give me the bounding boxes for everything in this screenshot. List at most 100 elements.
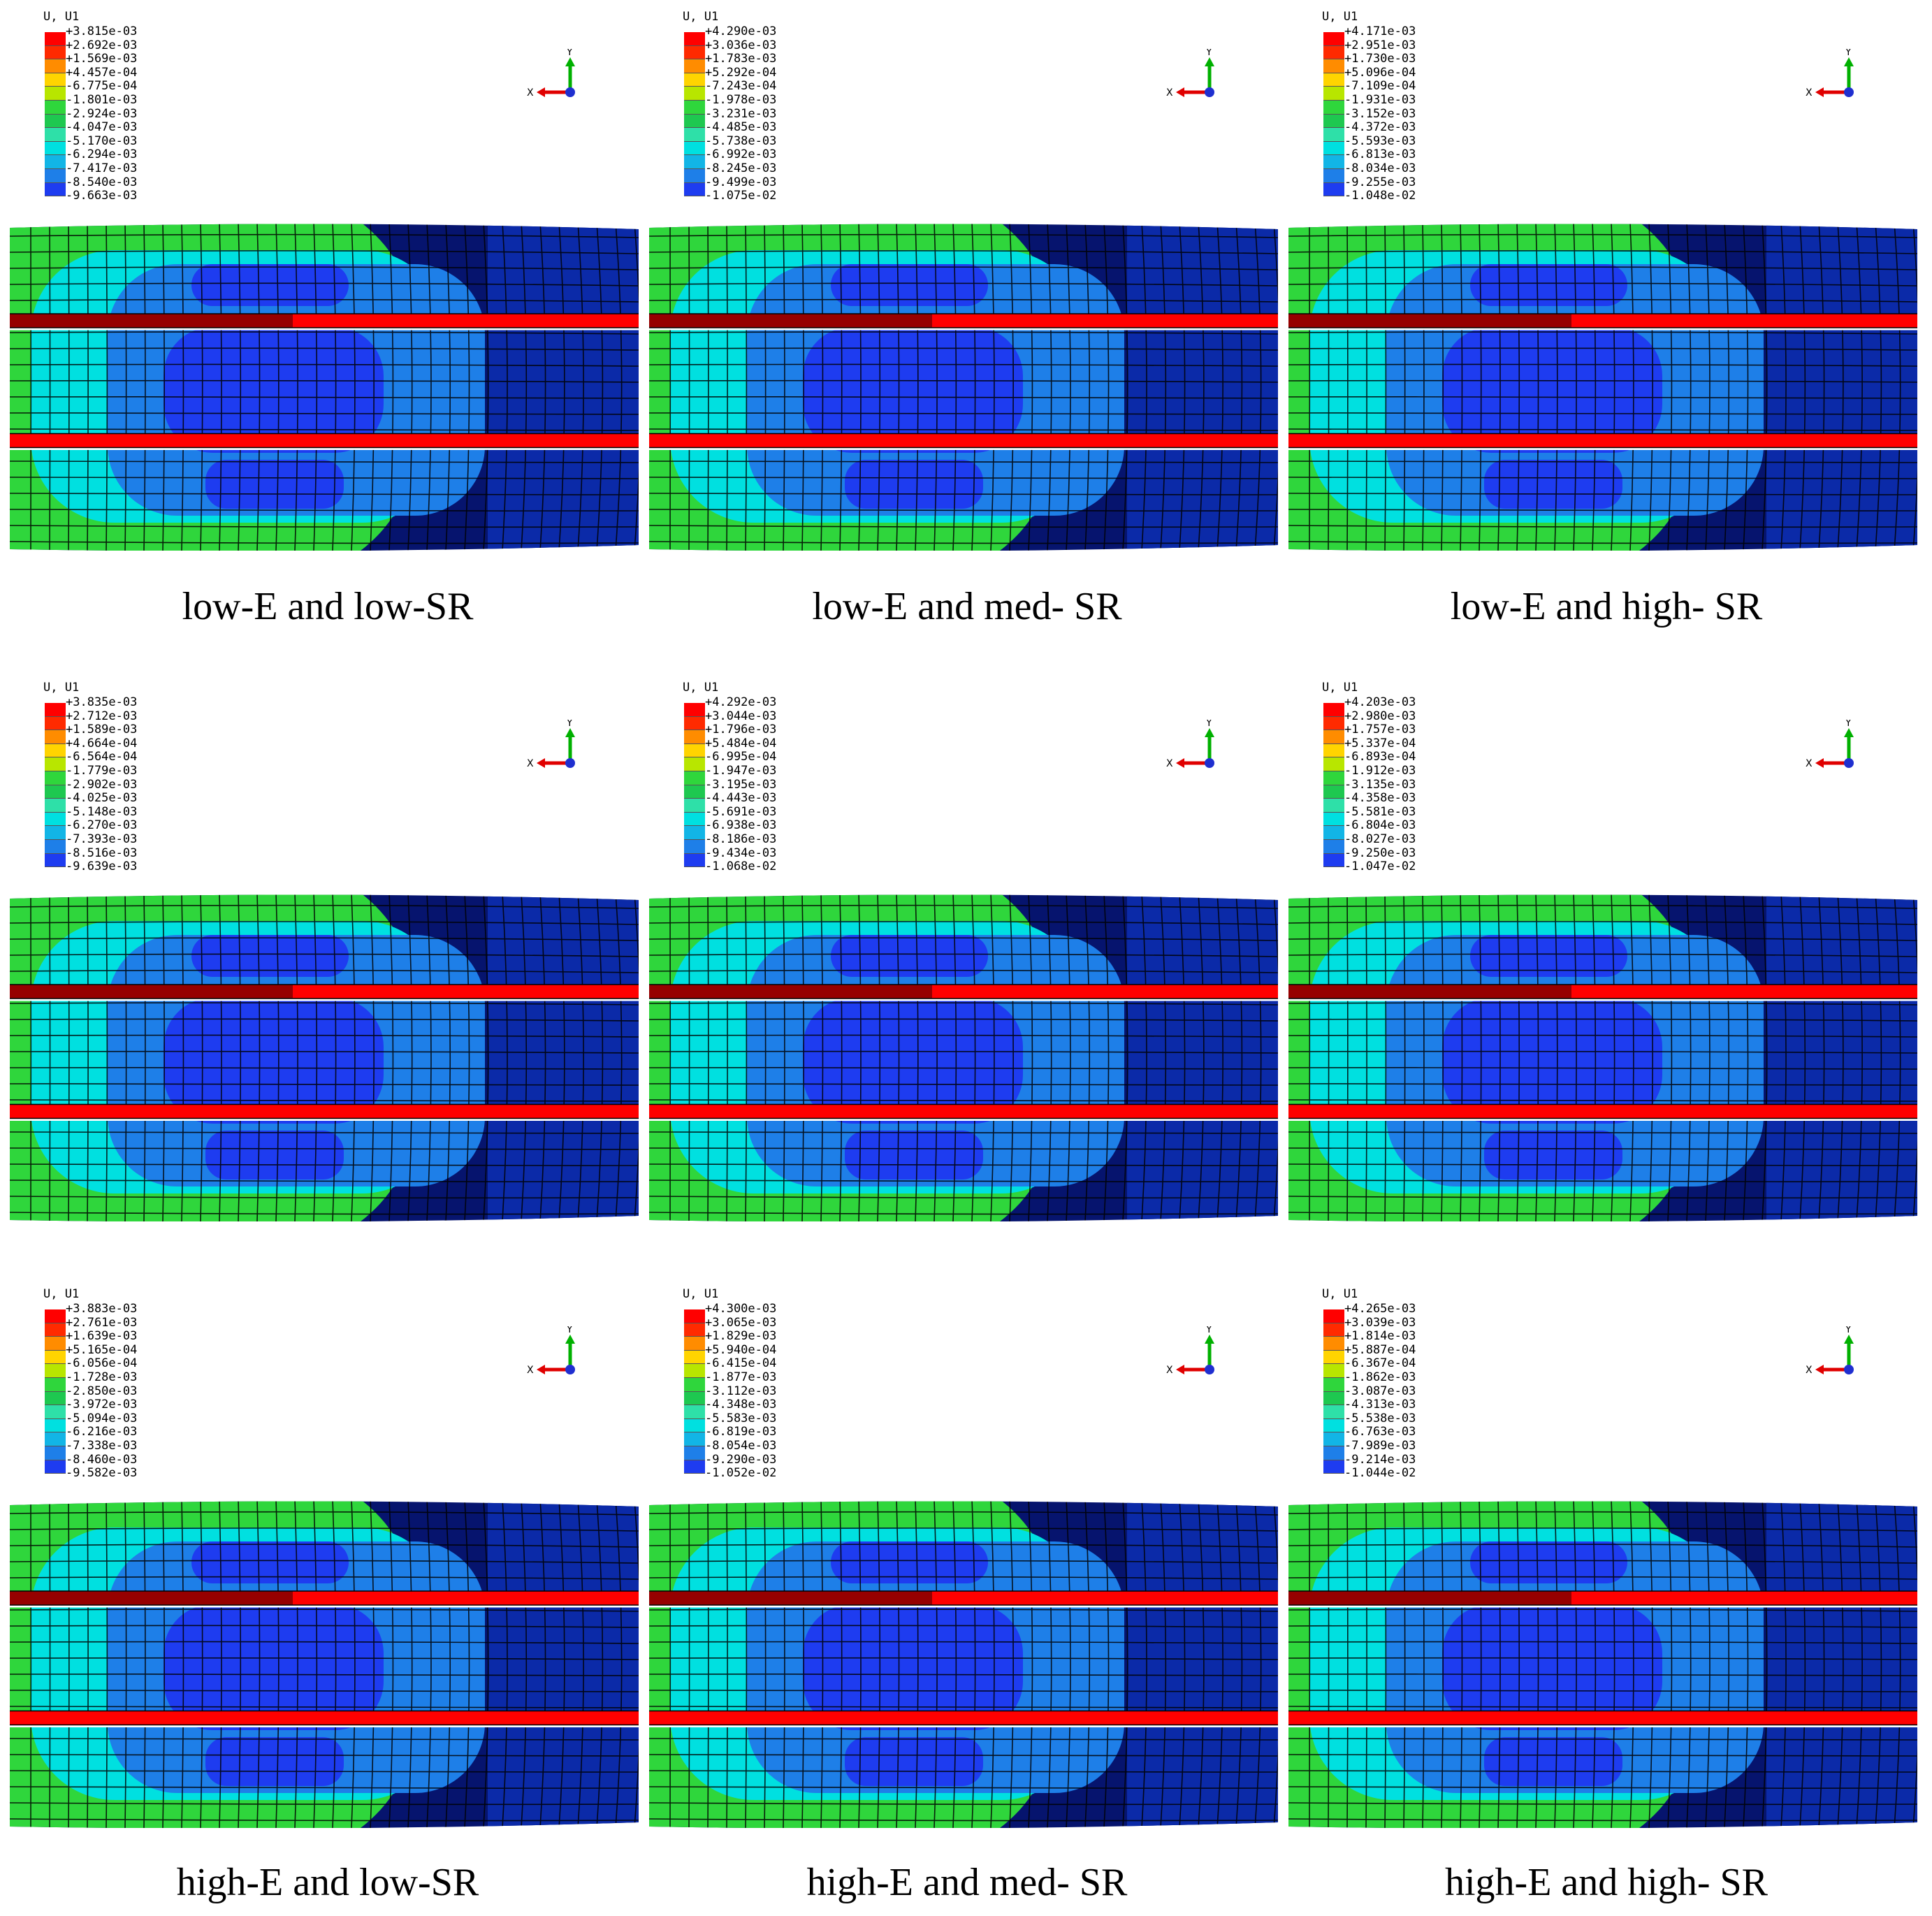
legend-swatch [684,1309,705,1323]
blue-core-upper [831,935,988,977]
right-navy-band [1127,224,1278,551]
legend-swatch [684,730,705,744]
legend-swatch [45,716,66,731]
x-axis-label: X [1806,758,1813,769]
legend-swatch [684,757,705,771]
legend-swatch [1323,1405,1344,1419]
mesh-grid [649,224,1278,551]
rebar-bottom [649,1710,1278,1728]
legend-value: -9.639e-03 [66,859,138,874]
legend-swatch [45,59,66,73]
legend-swatch [1323,32,1344,46]
deep-blue-zone [803,327,1023,453]
origin-dot [565,1365,575,1374]
legend-swatch [1323,853,1344,868]
blue-core-lower [1484,1737,1622,1786]
blue-core-lower [205,1737,344,1786]
legend-title: U, U1 [1322,681,1358,695]
legend-swatch [45,799,66,813]
legend-value: -3.087e-03 [1344,1384,1416,1398]
contour-plot [1288,224,1917,551]
axis-triad: XY [1166,720,1214,769]
legend-swatch [684,799,705,813]
legend-value: -5.094e-03 [66,1411,138,1425]
x-axis-label: X [1166,1365,1173,1376]
legend-value: -2.924e-03 [66,106,138,121]
legend-value: -8.054e-03 [705,1439,777,1453]
deep-blue-zone [803,1604,1023,1730]
legend-value: -6.763e-03 [1344,1425,1416,1439]
legend-value: +1.757e-03 [1344,723,1416,737]
legend-swatch [1323,1391,1344,1406]
legend-value: +1.783e-03 [705,52,777,66]
legend-swatch [684,1391,705,1406]
legend-value: -8.516e-03 [66,845,138,860]
origin-dot [565,758,575,768]
legend-swatch [45,840,66,854]
legend-value: +5.940e-04 [705,1342,777,1357]
legend-value: -2.902e-03 [66,777,138,792]
legend-value: -9.582e-03 [66,1466,138,1481]
legend-swatch [684,1405,705,1419]
legend-value: -6.804e-03 [1344,818,1416,833]
legend-swatch [684,716,705,731]
legend-value: -4.025e-03 [66,791,138,806]
legend-swatch [1323,1378,1344,1392]
rebar-bottom [10,1710,639,1728]
contour-plot [649,894,1278,1221]
legend-value: -4.443e-03 [705,791,777,806]
legend-value: -7.393e-03 [66,832,138,846]
legend-swatch [45,87,66,101]
legend-swatch [684,114,705,129]
legend-swatch [1323,1309,1344,1323]
legend-value: -6.819e-03 [705,1425,777,1439]
blue-core-upper [1470,935,1627,977]
rebar-bottom [649,1103,1278,1122]
legend-value: +3.039e-03 [1344,1315,1416,1330]
legend-swatch [684,826,705,840]
legend-value: -9.290e-03 [705,1452,777,1467]
y-axis-label: Y [566,49,573,58]
rebar-top [10,1590,639,1608]
legend-value: +4.664e-04 [66,736,138,750]
legend-swatch [45,101,66,115]
legend-value: -7.109e-04 [1344,79,1416,94]
legend-swatch [45,114,66,129]
right-navy-band [1766,894,1917,1221]
contour-plot-wrapper [10,893,639,1221]
legend-title: U, U1 [43,10,80,24]
y-axis-label: Y [1205,720,1212,729]
legend-swatch [684,59,705,73]
mesh-grid [1288,224,1917,551]
legend-value: -8.034e-03 [1344,161,1416,175]
legend-swatch [1323,1364,1344,1378]
legend-swatch [1323,155,1344,169]
axis-triad: XY [1806,1326,1854,1376]
contour-panel: U, U1 +3.883e-03 +2.761e-03 +1.639e-03 +5.16… [10,1283,646,1835]
x-axis-label: X [527,758,534,769]
legend-value: -9.255e-03 [1344,175,1416,189]
legend-value: +4.292e-03 [705,695,777,709]
contour-panel: U, U1 +4.171e-03 +2.951e-03 +1.730e-03 +5.09… [1288,6,1924,558]
legend-swatch [684,45,705,60]
legend-swatch [1323,785,1344,799]
legend-swatch [45,1405,66,1419]
blue-core-lower [205,1131,344,1180]
legend-swatch [45,1350,66,1365]
deep-blue-zone [1442,1604,1662,1730]
right-navy-band [488,894,639,1221]
panel-caption: high-E and low-SR [176,1861,479,1904]
legend-swatch [1323,799,1344,813]
legend-swatch [684,1432,705,1446]
legend-swatch [1323,1446,1344,1460]
legend-value: +3.036e-03 [705,38,777,52]
contour-plot-wrapper [1288,893,1917,1221]
legend-value: +4.171e-03 [1344,24,1416,38]
legend-swatch [1323,59,1344,73]
legend-value: +1.814e-03 [1344,1329,1416,1344]
contour-plot-wrapper [1288,1500,1917,1828]
legend-value: -9.434e-03 [705,845,777,860]
